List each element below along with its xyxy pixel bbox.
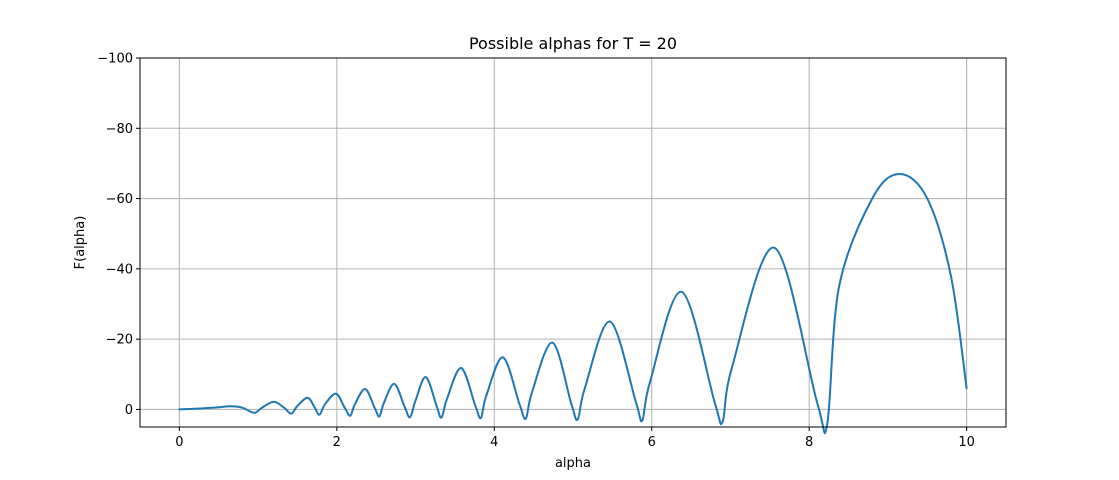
y-tick-label: 0: [125, 403, 133, 418]
y-tick-label: −100: [97, 52, 133, 67]
plot-area-frame: [139, 57, 1007, 428]
y-tick-label: −60: [106, 192, 133, 207]
x-axis-label: alpha: [555, 456, 591, 471]
chart-title: Possible alphas for T = 20: [469, 34, 677, 53]
x-tick-label: 2: [333, 435, 341, 450]
x-tick-label: 4: [490, 435, 498, 450]
x-tick-label: 6: [648, 435, 656, 450]
y-tick-label: −40: [106, 262, 133, 277]
data-series: [178, 173, 968, 435]
x-tick-label: 10: [958, 435, 975, 450]
y-tick-label: −80: [106, 122, 133, 137]
y-tick-label: −20: [106, 333, 133, 348]
x-tick-label: 8: [805, 435, 813, 450]
x-tick-label: 0: [175, 435, 183, 450]
y-axis-label: F(alpha): [73, 216, 88, 270]
axis-ticks: 0 2 4 6 8 10 −100 −80 −60 −40 −20 0: [97, 52, 975, 451]
series-line: [178, 173, 968, 435]
